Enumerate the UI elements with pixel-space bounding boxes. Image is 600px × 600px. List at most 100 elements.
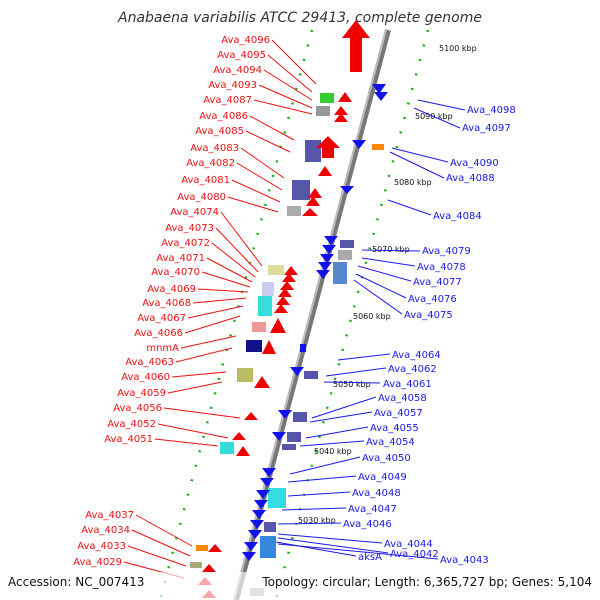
gene-label[interactable]: Ava_4097 [462,123,511,134]
gene-label[interactable]: Ava_4081 [181,175,230,186]
gene-label[interactable]: Ava_4061 [383,379,432,390]
gene-label[interactable]: Ava_4063 [125,357,174,368]
gene-box[interactable] [293,412,307,422]
gene-arrow[interactable] [252,510,266,519]
gene-label[interactable]: Ava_4064 [392,350,441,361]
gene-label[interactable]: Ava_4077 [413,277,462,288]
gene-arrow[interactable] [302,208,318,216]
gene-arrow[interactable] [318,262,332,271]
gene-box[interactable] [268,265,284,275]
gene-box[interactable] [260,536,276,558]
gene-label[interactable]: Ava_4095 [217,50,266,61]
gene-label[interactable]: Ava_4062 [388,364,437,375]
gene-label[interactable]: Ava_4069 [147,284,196,295]
gene-label[interactable]: Ava_4049 [358,472,407,483]
gene-label[interactable]: Ava_4057 [374,408,423,419]
gene-arrow[interactable] [372,84,386,94]
gene-arrow[interactable] [270,318,286,333]
gene-arrow[interactable] [284,266,298,275]
gene-arrow[interactable] [244,542,258,551]
gene-arrow[interactable] [202,564,216,572]
gene-box[interactable] [264,522,276,532]
gene-arrow[interactable] [274,304,288,313]
gene-arrow[interactable] [232,432,246,440]
gene-box[interactable] [338,250,352,260]
gene-label[interactable]: Ava_4054 [366,437,415,448]
gene-label[interactable]: Ava_4088 [446,173,495,184]
gene-box[interactable] [252,322,266,332]
gene-arrow[interactable] [254,500,268,509]
gene-label[interactable]: Ava_4056 [113,403,162,414]
gene-arrow[interactable] [208,544,222,552]
gene-arrow[interactable] [316,270,330,279]
gene-arrow[interactable] [242,552,256,561]
gene-label[interactable]: Ava_4078 [417,262,466,273]
gene-box[interactable] [305,140,321,162]
gene-label[interactable]: Ava_4090 [450,158,499,169]
gene-label[interactable]: aksA [358,552,382,563]
gene-label[interactable]: Ava_4050 [362,453,411,464]
gene-box[interactable] [190,562,202,568]
gene-arrow[interactable] [320,254,334,263]
gene-label[interactable]: Ava_4093 [208,80,257,91]
gene-label[interactable]: Ava_4034 [81,525,130,536]
gene-arrow[interactable] [244,412,258,420]
gene-label[interactable]: Ava_4079 [422,246,471,257]
gene-label[interactable]: Ava_4071 [156,253,205,264]
gene-box[interactable] [320,93,334,103]
gene-box[interactable] [316,106,330,116]
gene-box[interactable] [340,240,354,248]
gene-arrow[interactable] [278,288,292,297]
gene-label[interactable]: Ava_4033 [77,541,126,552]
gene-label[interactable]: Ava_4055 [370,423,419,434]
gene-arrow[interactable] [342,20,370,72]
gene-label[interactable]: Ava_4076 [408,294,457,305]
gene-label[interactable]: Ava_4070 [151,267,200,278]
gene-box[interactable] [237,368,253,382]
gene-arrow[interactable] [280,281,294,290]
gene-arrow[interactable] [318,166,332,176]
gene-label[interactable]: Ava_4042 [390,549,439,560]
gene-box[interactable] [300,344,306,352]
gene-label[interactable]: Ava_4066 [134,328,183,339]
gene-label[interactable]: Ava_4087 [203,95,252,106]
gene-box[interactable] [287,206,301,216]
gene-label[interactable]: Ava_4084 [433,211,482,222]
gene-arrow[interactable] [340,186,354,194]
gene-arrow[interactable] [374,92,388,101]
gene-arrow[interactable] [260,478,274,487]
gene-arrow[interactable] [352,140,366,149]
gene-label[interactable]: Ava_4068 [142,298,191,309]
gene-label[interactable]: Ava_4051 [104,434,153,445]
gene-label[interactable]: Ava_4075 [404,310,453,321]
gene-box[interactable] [292,180,310,200]
gene-box[interactable] [372,144,384,150]
gene-label[interactable]: Ava_4098 [467,105,516,116]
gene-label[interactable]: Ava_4044 [384,539,433,550]
gene-label[interactable]: Ava_4047 [348,504,397,515]
gene-arrow[interactable] [290,367,304,376]
gene-box[interactable] [258,296,272,316]
gene-label[interactable]: Ava_4052 [107,419,156,430]
gene-box[interactable] [304,371,318,379]
gene-box[interactable] [196,545,208,551]
gene-label[interactable]: Ava_4082 [186,158,235,169]
gene-label[interactable]: Ava_4058 [378,393,427,404]
gene-arrow[interactable] [262,468,276,477]
gene-arrow[interactable] [316,136,340,158]
gene-arrow[interactable] [338,92,352,102]
gene-arrow[interactable] [278,410,292,419]
gene-arrow[interactable] [262,340,276,354]
gene-arrow[interactable] [272,432,286,441]
gene-box[interactable] [333,262,347,284]
gene-label[interactable]: Ava_4085 [195,126,244,137]
gene-arrow[interactable] [324,236,338,245]
gene-arrow[interactable] [306,196,320,206]
gene-arrow[interactable] [248,530,262,539]
gene-label[interactable]: Ava_4060 [121,372,170,383]
gene-box[interactable] [220,442,234,454]
gene-label[interactable]: Ava_4043 [440,555,489,566]
gene-label[interactable]: Ava_4086 [199,111,248,122]
gene-label[interactable]: Ava_4074 [170,207,219,218]
gene-arrow[interactable] [308,188,322,198]
